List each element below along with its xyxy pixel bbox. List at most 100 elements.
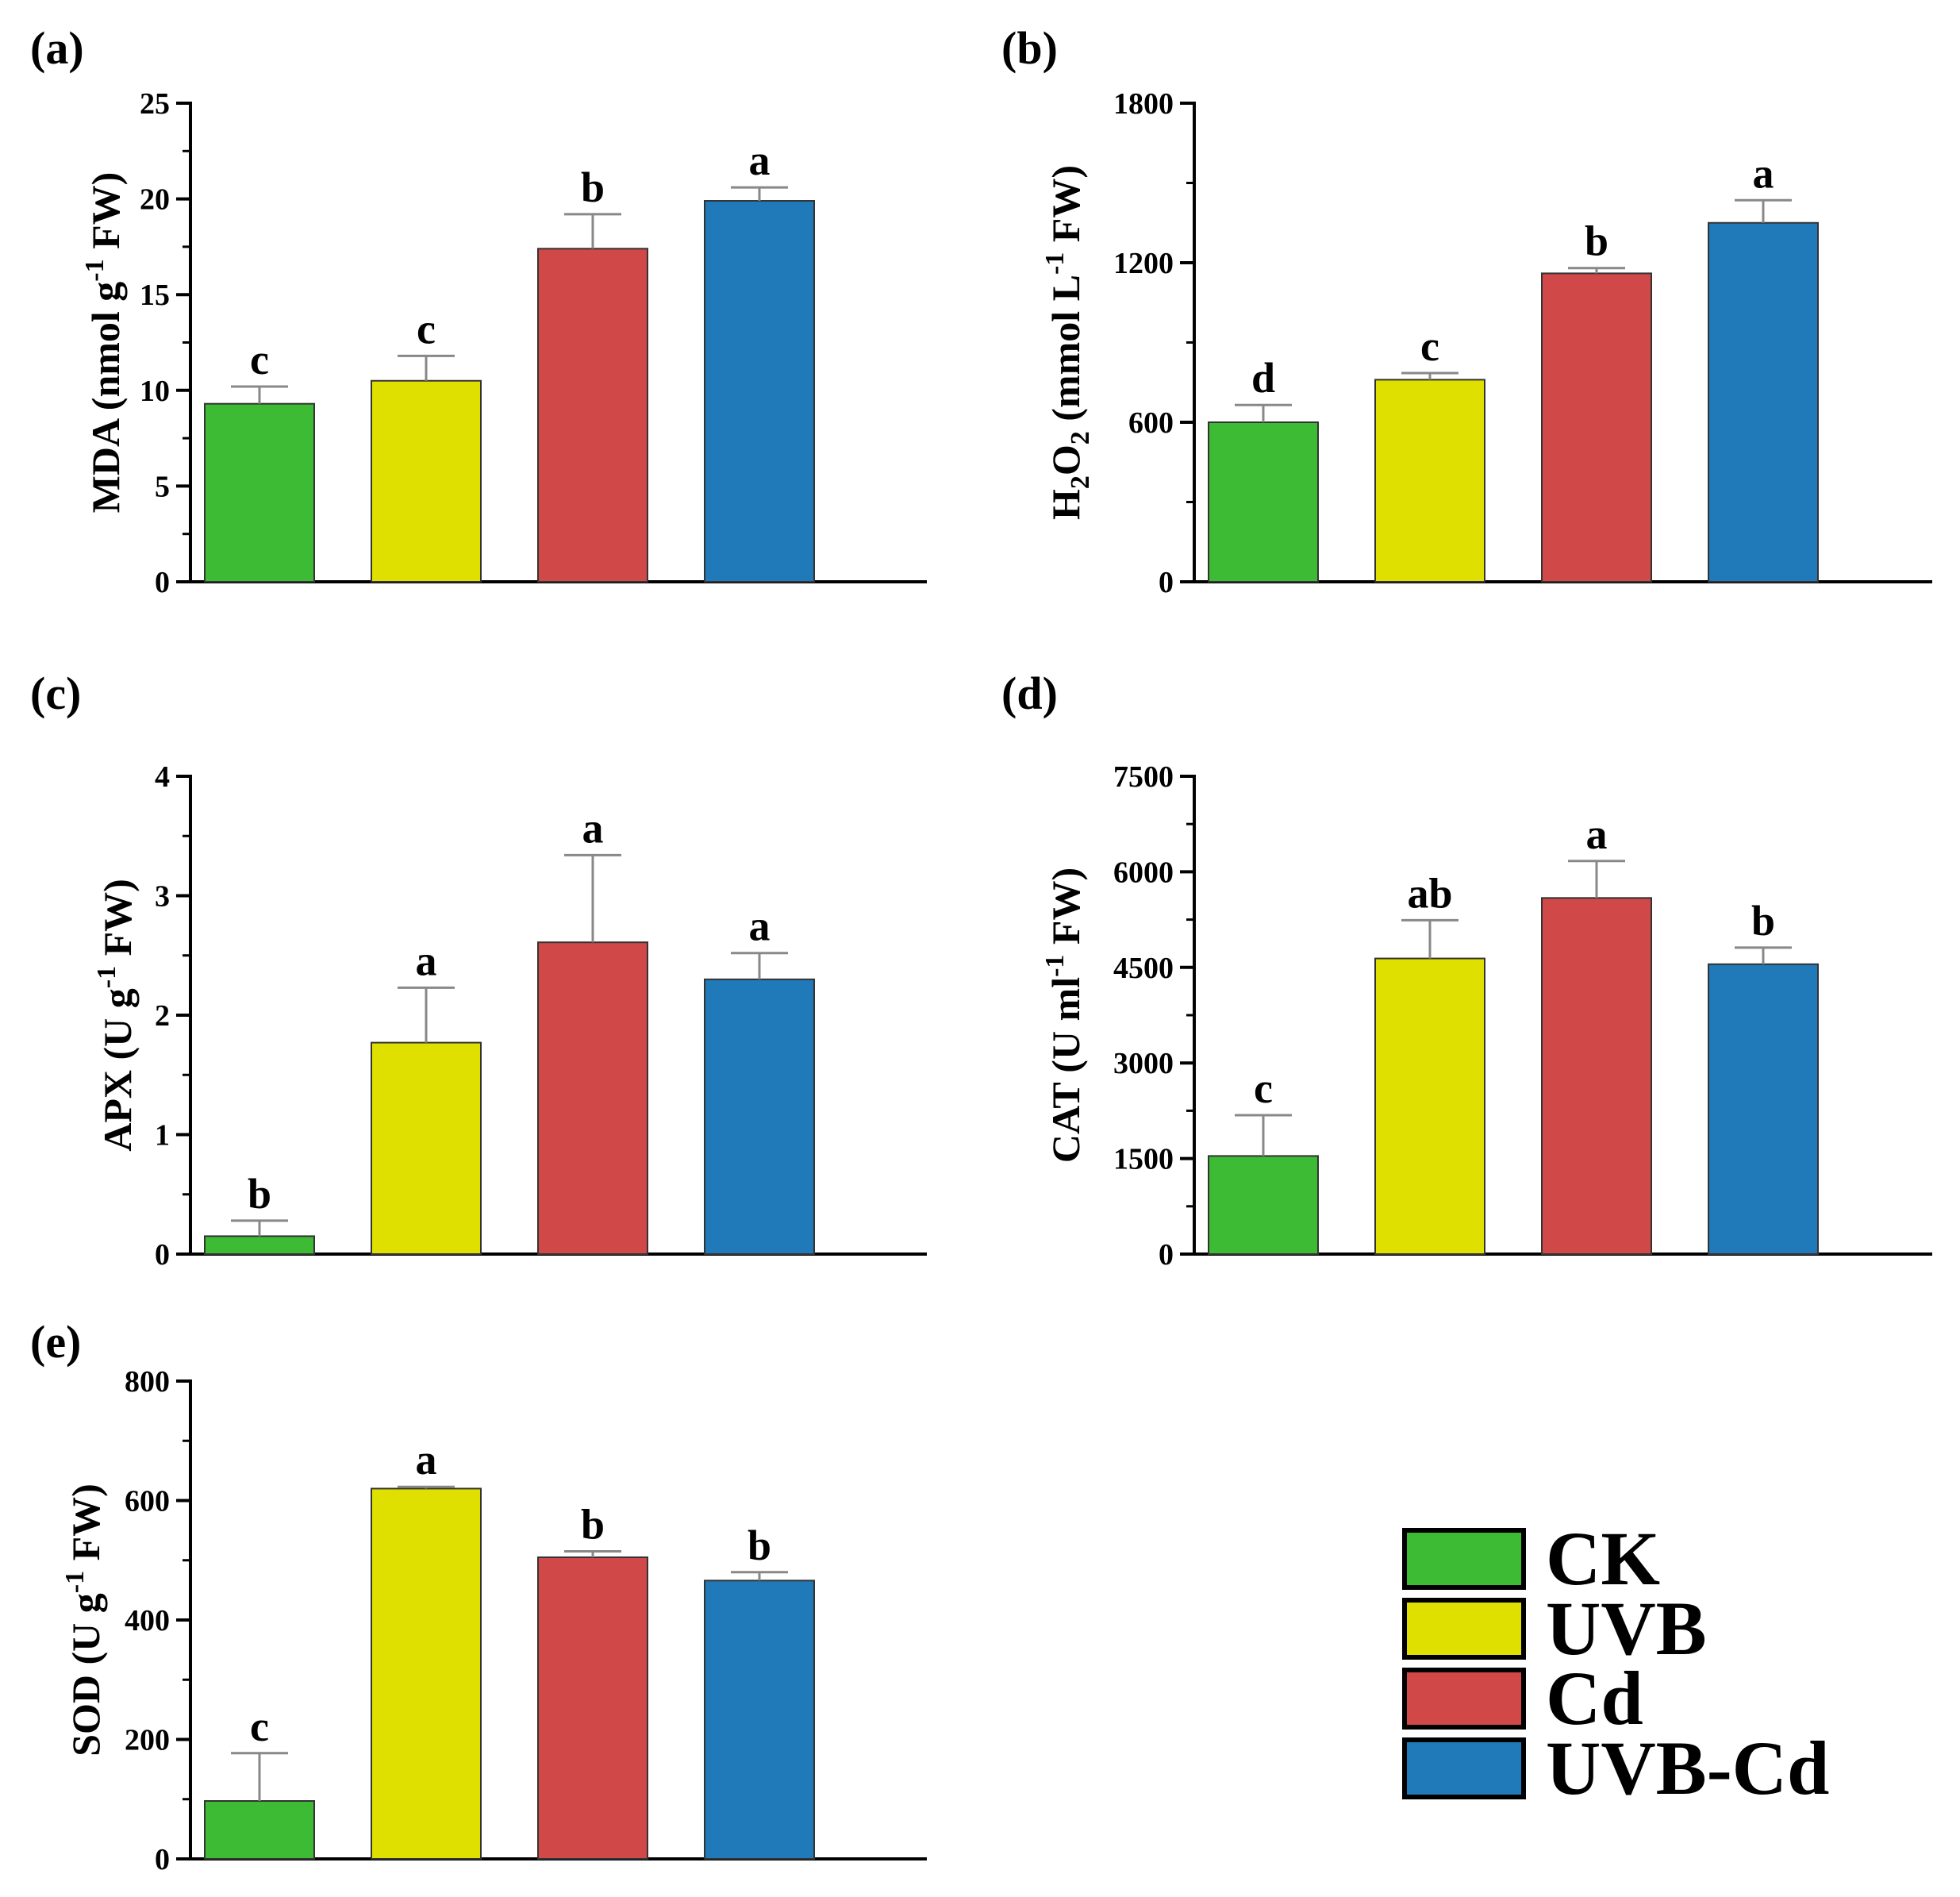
significance-letter: c [250,336,269,383]
significance-letter: a [1753,149,1774,197]
y-tick-label: 20 [140,183,170,217]
panel-label: (e) [30,1316,81,1368]
bar [704,200,815,583]
y-tick-label: 4500 [1113,952,1174,985]
y-tick-label: 600 [1128,406,1174,440]
axis-title-part: O [1043,444,1088,475]
panel-label: (d) [1001,668,1058,719]
bar [537,1556,648,1860]
y-axis-title: MDA (nmol g-1 FW) [80,172,128,514]
y-axis-title: APX (U g-1 FW) [92,879,140,1152]
y-tick-label: 1800 [1113,87,1174,121]
bar [1208,1155,1319,1255]
y-tick-label: 2 [155,999,170,1033]
axis-title-part: -1 [92,966,121,988]
legend-label: UVB [1546,1586,1707,1671]
axis-title-part: 2 [1066,431,1095,444]
significance-letter: b [747,1522,771,1569]
axis-title-part: SOD (U g [63,1593,108,1757]
y-tick-label: 3 [155,880,170,914]
y-tick-label: 15 [140,279,170,312]
legend-swatch [1402,1737,1526,1799]
y-tick-label: 0 [155,1238,170,1272]
axis-title-part: -1 [80,259,110,281]
significance-letter: b [248,1170,271,1218]
y-tick-label: 1200 [1113,247,1174,280]
bar [1708,221,1819,583]
bar [204,1800,315,1860]
axis-title-part: -1 [1040,252,1070,275]
legend-swatch [1402,1598,1526,1660]
y-tick-label: 200 [125,1724,170,1757]
y-tick-label: 0 [1159,566,1174,599]
significance-letter: d [1251,354,1275,402]
significance-letter: b [581,164,605,211]
chart-panel: (d) 0 1500 3000 4500 6000 7500 CAT (U ml-1 FW) c… [1001,668,1932,1272]
axis-title-part: FW) [63,1483,108,1571]
significance-letter: a [416,1436,437,1483]
bar [204,402,315,583]
y-tick-label: 1500 [1113,1143,1174,1176]
significance-letter: a [582,804,604,852]
y-axis-title: CAT (U ml-1 FW) [1040,868,1088,1163]
bar [1708,963,1819,1255]
legend-item: Cd [1402,1656,1643,1741]
panel-label: (c) [30,668,81,719]
significance-letter: b [1751,897,1775,945]
bar [537,941,648,1255]
legend-item: UVB-Cd [1402,1726,1829,1810]
axis-title-part: -1 [60,1571,90,1593]
chart-panel: (c) 0 1 2 3 4 APX (U g-1 FW) b a a a [30,668,927,1272]
axis-title-part: H [1043,489,1088,520]
bar [1374,379,1485,583]
y-tick-label: 800 [125,1365,170,1399]
panel-label: (a) [30,22,84,74]
significance-letter: ab [1407,869,1452,917]
y-tick-label: 4 [155,760,170,794]
axis-title-part: FW) [1043,868,1088,955]
significance-letter: a [749,137,771,184]
y-tick-label: 7500 [1113,760,1174,794]
bar [704,1580,815,1860]
significance-letter: a [749,902,771,950]
significance-letter: b [581,1500,605,1548]
y-tick-label: 3000 [1113,1047,1174,1080]
axis-title-part: CAT (U ml [1043,977,1088,1163]
y-tick-label: 10 [140,375,170,408]
chart-panel: (e) 0 200 400 600 800 SOD (U g-1 FW) c a b b [30,1316,927,1876]
significance-letter: c [417,305,436,352]
bar [1374,957,1485,1255]
bar [371,379,482,583]
significance-letter: c [250,1703,269,1750]
y-tick-label: 400 [125,1604,170,1637]
bar [204,1235,315,1256]
legend-label: Cd [1546,1656,1643,1741]
bar [1541,897,1652,1255]
axis-title-part: 2 [1066,475,1095,489]
axis-title-part: (mmol L [1043,275,1088,431]
bar [537,248,648,583]
chart-panel: (a) 0 5 10 15 20 25 MDA (nmol g-1 FW) c c b a [30,22,927,599]
legend-item: UVB [1402,1586,1707,1671]
y-tick-label: 1 [155,1119,170,1152]
y-tick-label: 5 [155,470,170,503]
y-tick-label: 0 [1159,1238,1174,1272]
y-tick-label: 600 [125,1485,170,1518]
significance-letter: c [1420,322,1439,370]
y-axis-title: SOD (U g-1 FW) [60,1483,108,1757]
y-tick-label: 0 [155,566,170,599]
bar [371,1487,482,1860]
legend-swatch [1402,1528,1526,1590]
legend-label: CK [1546,1516,1660,1601]
bar [704,978,815,1255]
y-tick-label: 0 [155,1843,170,1876]
axis-title-part: FW) [83,172,128,260]
significance-letter: b [1585,217,1608,265]
significance-letter: a [416,937,437,984]
significance-letter: a [1586,810,1608,858]
axis-title-part: -1 [1040,955,1070,977]
y-tick-label: 25 [140,87,170,121]
